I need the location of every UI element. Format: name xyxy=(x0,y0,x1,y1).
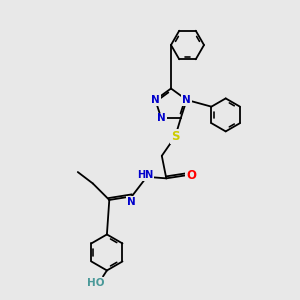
Text: O: O xyxy=(186,169,196,182)
Text: N: N xyxy=(151,95,160,105)
Text: HN: HN xyxy=(137,170,153,180)
Text: N: N xyxy=(157,113,166,123)
Text: HO: HO xyxy=(87,278,104,288)
Text: S: S xyxy=(171,130,179,143)
Text: N: N xyxy=(127,197,136,207)
Text: N: N xyxy=(182,95,191,105)
